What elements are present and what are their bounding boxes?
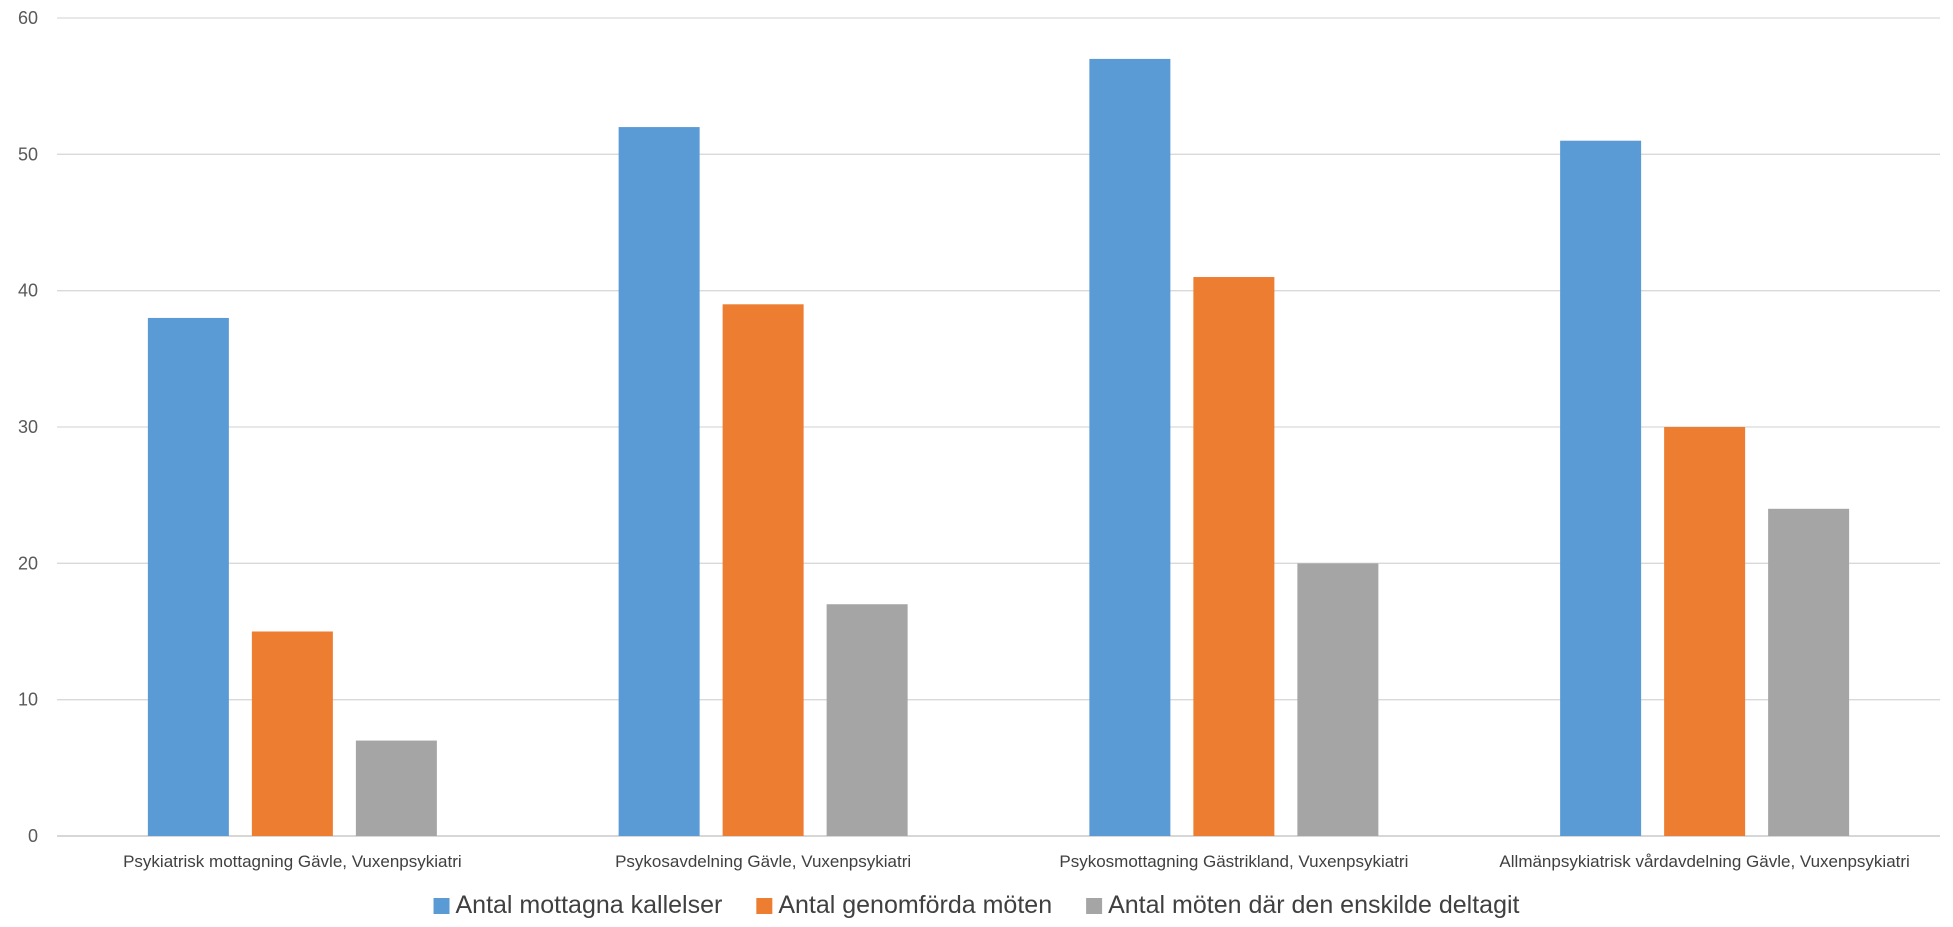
legend-swatch [756,898,773,914]
x-category-label: Psykosavdelning Gävle, Vuxenpsykiatri [615,852,911,871]
bar-genomforda-moten [251,631,333,836]
y-tick-label: 10 [18,690,38,710]
legend: Antal mottagna kallelser Antal genomförda… [433,891,1520,919]
bar-enskilde-deltagit [826,604,908,836]
y-tick-label: 0 [28,826,38,846]
bar-enskilde-deltagit [1297,563,1379,836]
x-category-label: Psykiatrisk mottagning Gävle, Vuxenpsyki… [123,852,462,871]
legend-label: Antal möten där den enskilde deltagit [1108,891,1519,919]
legend-item: Antal möten där den enskilde deltagit [1086,891,1520,919]
legend-item: Antal genomförda möten [756,891,1052,919]
y-tick-label: 60 [18,8,38,28]
bar-mottagna-kallelser [618,127,700,837]
legend-label: Antal genomförda möten [778,891,1052,919]
bar-genomforda-moten [722,304,804,836]
x-category-label: Psykosmottagning Gästrikland, Vuxenpsyki… [1059,852,1408,871]
y-tick-label: 50 [18,144,38,164]
bars [147,58,1850,837]
y-tick-label: 30 [18,417,38,437]
legend-swatch [1086,898,1103,914]
bar-mottagna-kallelser [1089,58,1171,836]
bar-genomforda-moten [1664,427,1746,836]
x-category-label: Allmänpsykiatrisk vårdavdelning Gävle, V… [1499,852,1909,871]
bar-genomforda-moten [1193,277,1275,836]
bar-mottagna-kallelser [147,317,229,836]
gridlines [57,17,1940,837]
legend-label: Antal mottagna kallelser [456,891,723,919]
bar-mottagna-kallelser [1560,140,1642,836]
y-tick-label: 40 [18,281,38,301]
y-axis-ticks: 0 10 20 30 40 50 60 [18,8,38,846]
legend-swatch [433,898,450,914]
y-tick-label: 20 [18,553,38,573]
bar-enskilde-deltagit [355,740,437,836]
bar-enskilde-deltagit [1768,508,1850,836]
legend-item: Antal mottagna kallelser [433,891,723,919]
x-axis-labels: Psykiatrisk mottagning Gävle, Vuxenpsyki… [123,852,1910,871]
